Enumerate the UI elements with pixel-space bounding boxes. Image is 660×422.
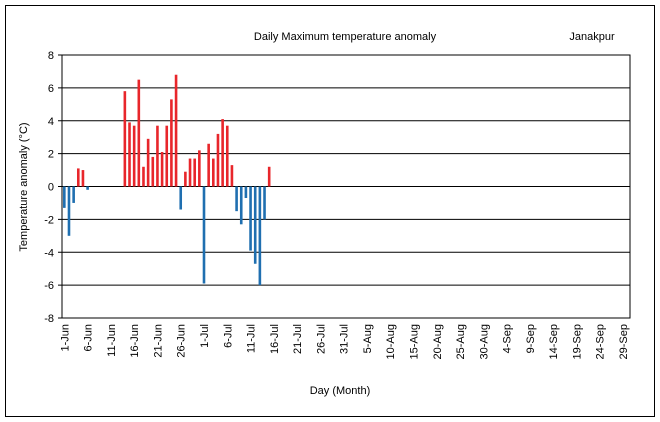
x-tick-label: 11-Jul: [246, 324, 258, 353]
x-tick-label: 6-Jun: [83, 324, 95, 352]
bar: [165, 125, 169, 187]
y-tick-label: -4: [44, 247, 54, 259]
bar: [128, 122, 131, 187]
x-tick-label: 29-Sep: [618, 324, 630, 359]
bar: [123, 91, 127, 187]
x-tick-label: 16-Jul: [269, 324, 281, 354]
bar: [76, 168, 80, 187]
bar: [230, 165, 234, 187]
x-tick-label: 20-Aug: [432, 324, 444, 359]
bar: [249, 186, 252, 251]
x-tick-label: 1-Jun: [59, 324, 71, 352]
x-tick-label: 4-Sep: [502, 324, 514, 353]
bar: [253, 186, 257, 264]
x-tick-label: 1-Jul: [199, 324, 211, 348]
bar: [239, 186, 243, 225]
bar: [216, 133, 220, 187]
y-tick-label: -6: [44, 280, 54, 292]
x-tick-label: 16-Jun: [129, 324, 141, 358]
bar: [174, 74, 178, 187]
bar: [184, 171, 187, 187]
x-tick-label: 15-Aug: [409, 324, 421, 359]
bar: [156, 125, 159, 187]
x-tick-label: 5-Aug: [362, 324, 374, 353]
y-tick-label: 8: [48, 50, 54, 62]
bar: [235, 186, 238, 212]
x-tick-label: 6-Jul: [222, 324, 234, 348]
x-tick-label: 24-Sep: [595, 324, 607, 359]
bar: [198, 150, 201, 187]
location-label: Janakpur: [569, 31, 615, 43]
bar: [146, 138, 150, 187]
bar: [267, 166, 271, 187]
bar: [81, 170, 85, 187]
bar: [132, 125, 136, 187]
bar: [63, 186, 66, 208]
bar: [225, 125, 229, 187]
y-axis-label: Temperature anomaly (°C): [18, 122, 30, 251]
bar: [151, 156, 155, 187]
bar: [142, 166, 145, 187]
x-tick-label: 11-Jun: [106, 324, 118, 357]
y-tick-label: 2: [48, 149, 54, 161]
chart-title: Daily Maximum temperature anomaly: [254, 31, 437, 43]
x-tick-label: 26-Jun: [176, 324, 188, 358]
bar: [72, 186, 75, 203]
bar: [202, 186, 206, 284]
bar: [212, 158, 215, 187]
y-tick-label: 0: [48, 182, 54, 194]
x-tick-label: 25-Aug: [455, 324, 467, 359]
bar: [188, 158, 192, 187]
bar: [263, 186, 266, 220]
x-tick-label: 14-Sep: [548, 324, 560, 359]
y-tick-label: -8: [44, 313, 54, 325]
y-tick-label: 4: [48, 116, 54, 128]
bar: [160, 151, 164, 187]
bar: [258, 186, 262, 286]
bar: [193, 158, 196, 187]
x-tick-label: 9-Sep: [525, 324, 537, 353]
y-tick-label: 6: [48, 83, 54, 95]
bar: [170, 99, 173, 187]
bar: [179, 186, 183, 210]
bar: [86, 186, 89, 190]
bar: [137, 79, 141, 187]
x-tick-label: 30-Aug: [478, 324, 490, 359]
x-axis-label: Day (Month): [310, 385, 371, 397]
x-tick-label: 19-Sep: [571, 324, 583, 359]
x-tick-label: 31-Jul: [339, 324, 351, 354]
bar: [244, 186, 248, 199]
bar: [221, 119, 224, 187]
y-tick-label: -2: [44, 214, 54, 226]
x-tick-label: 10-Aug: [385, 324, 397, 359]
x-tick-label: 21-Jul: [292, 324, 304, 354]
x-tick-label: 26-Jul: [315, 324, 327, 354]
x-tick-label: 21-Jun: [152, 324, 164, 358]
bar: [67, 186, 71, 236]
bar: [207, 143, 210, 187]
